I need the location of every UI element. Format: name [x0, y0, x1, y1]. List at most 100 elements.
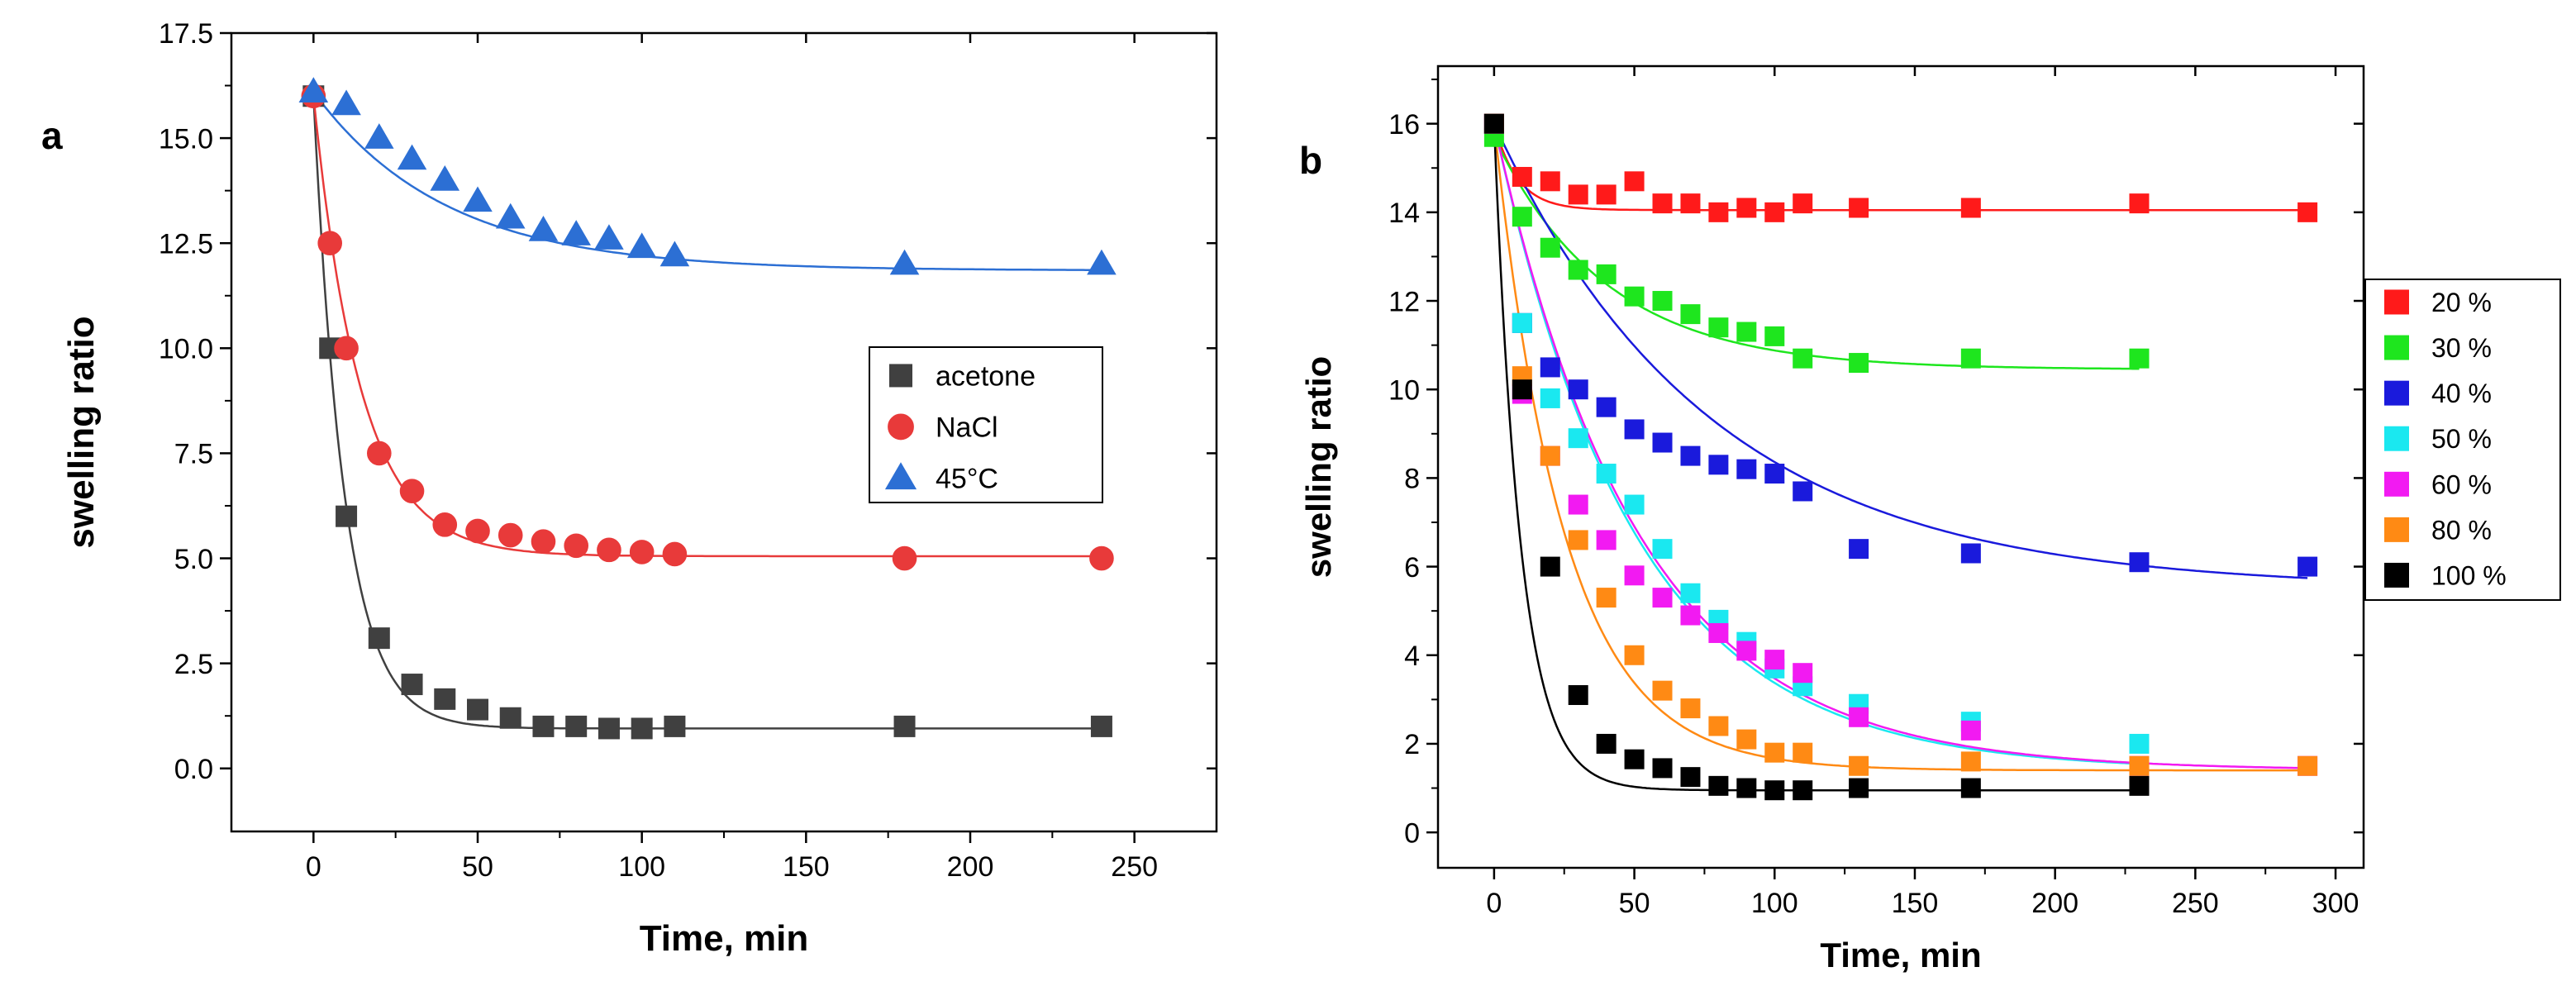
- data-point: [1708, 455, 1729, 475]
- data-point: [1512, 312, 1532, 333]
- fit-curve: [312, 96, 1102, 730]
- x-tick-label: 50: [1619, 888, 1650, 919]
- data-point: [1849, 755, 1869, 776]
- data-point: [1764, 464, 1785, 484]
- data-point: [1764, 326, 1785, 346]
- data-point: [1680, 445, 1701, 466]
- data-point: [1652, 432, 1673, 453]
- data-point: [1793, 742, 1813, 763]
- data-point: [1680, 583, 1701, 603]
- x-axis-label: Time, min: [1820, 936, 1981, 974]
- legend-label: 100 %: [2431, 560, 2507, 590]
- chart-b: 0 50 100 150 200 250 300 0 2 4 6 8 10 12 14 16 Time, min…: [1299, 64, 2561, 974]
- y-tick-label: 10.0: [159, 334, 213, 365]
- data-point: [1708, 775, 1729, 796]
- data-point: [1680, 698, 1701, 719]
- data-point: [597, 537, 621, 563]
- data-point: [1568, 494, 1588, 515]
- legend-marker: [884, 462, 917, 490]
- data-point: [1540, 388, 1560, 408]
- data-point: [1596, 588, 1617, 608]
- data-point: [1708, 202, 1729, 222]
- data-point: [495, 202, 526, 229]
- data-point: [2129, 348, 2150, 369]
- data-point: [1512, 207, 1532, 227]
- data-point: [298, 77, 329, 102]
- fit-curve: [1493, 123, 2308, 579]
- panel-label: a: [41, 114, 63, 157]
- data-point: [317, 231, 343, 256]
- fit-curve: [1493, 123, 2308, 772]
- data-point: [434, 688, 456, 710]
- data-point: [1708, 622, 1729, 643]
- y-tick-label: 0: [1404, 817, 1420, 849]
- x-tick-label: 200: [947, 851, 994, 883]
- data-point: [1624, 565, 1645, 586]
- data-point: [1540, 445, 1560, 466]
- data-point: [1960, 778, 1981, 798]
- legend-label: 40 %: [2431, 379, 2492, 408]
- data-point: [364, 123, 394, 149]
- y-tick-label: 2: [1404, 729, 1420, 760]
- data-point: [629, 540, 655, 564]
- data-point: [2129, 733, 2150, 754]
- y-tick-label: 2.5: [174, 649, 213, 680]
- chart-a: 0 50 100 150 200 250 0.0 2.5 5.0 7.5 10.0 12.5 15.0 1…: [41, 18, 1218, 959]
- data-point: [1680, 605, 1701, 626]
- plot-frame: [1436, 64, 2365, 869]
- data-point: [1793, 348, 1813, 369]
- y-tick-label: 17.5: [159, 18, 213, 50]
- x-tick-label: 250: [2172, 888, 2219, 919]
- data-point: [1736, 198, 1757, 218]
- data-point: [1540, 357, 1560, 378]
- data-point: [432, 512, 458, 537]
- data-point: [1680, 304, 1701, 325]
- data-point: [1736, 778, 1757, 798]
- legend-marker: [2384, 380, 2409, 406]
- data-point: [664, 715, 686, 737]
- data-point: [532, 715, 555, 737]
- data-point: [1960, 720, 1981, 741]
- data-point: [564, 533, 589, 559]
- data-point: [1849, 707, 1869, 727]
- data-point: [1512, 166, 1532, 187]
- data-point: [1960, 198, 1981, 218]
- data-point: [1624, 749, 1645, 769]
- data-point: [331, 89, 361, 116]
- data-point: [1652, 680, 1673, 701]
- data-point: [463, 186, 493, 212]
- data-point: [893, 715, 916, 737]
- x-axis-label: Time, min: [640, 918, 809, 959]
- data-point: [430, 165, 460, 191]
- data-point: [598, 717, 620, 740]
- data-point: [1483, 113, 1504, 134]
- data-point: [1624, 286, 1645, 307]
- data-point: [465, 518, 490, 544]
- x-tick-label: 300: [2312, 888, 2359, 919]
- x-tick-label: 150: [1892, 888, 1939, 919]
- data-point: [1540, 556, 1560, 577]
- y-tick-label: 6: [1404, 552, 1420, 584]
- data-point: [1960, 348, 1981, 369]
- y-tick-label: 12: [1388, 286, 1420, 317]
- data-point: [659, 241, 690, 267]
- data-point: [1736, 459, 1757, 479]
- data-point: [662, 541, 688, 567]
- data-point: [1708, 317, 1729, 338]
- data-point: [1568, 530, 1588, 550]
- data-point: [1793, 780, 1813, 801]
- data-point: [1568, 428, 1588, 449]
- legend-marker: [2384, 471, 2409, 497]
- data-point: [1652, 539, 1673, 560]
- data-point: [368, 627, 390, 650]
- y-tick-label: 14: [1388, 198, 1420, 229]
- data-point: [399, 479, 425, 503]
- data-point: [1652, 758, 1673, 779]
- data-point: [1680, 767, 1701, 788]
- legend-marker: [2384, 426, 2409, 451]
- data-point: [1764, 202, 1785, 222]
- legend-marker: [2384, 335, 2409, 360]
- data-point: [1736, 322, 1757, 342]
- data-point: [1736, 641, 1757, 661]
- data-point: [531, 529, 556, 554]
